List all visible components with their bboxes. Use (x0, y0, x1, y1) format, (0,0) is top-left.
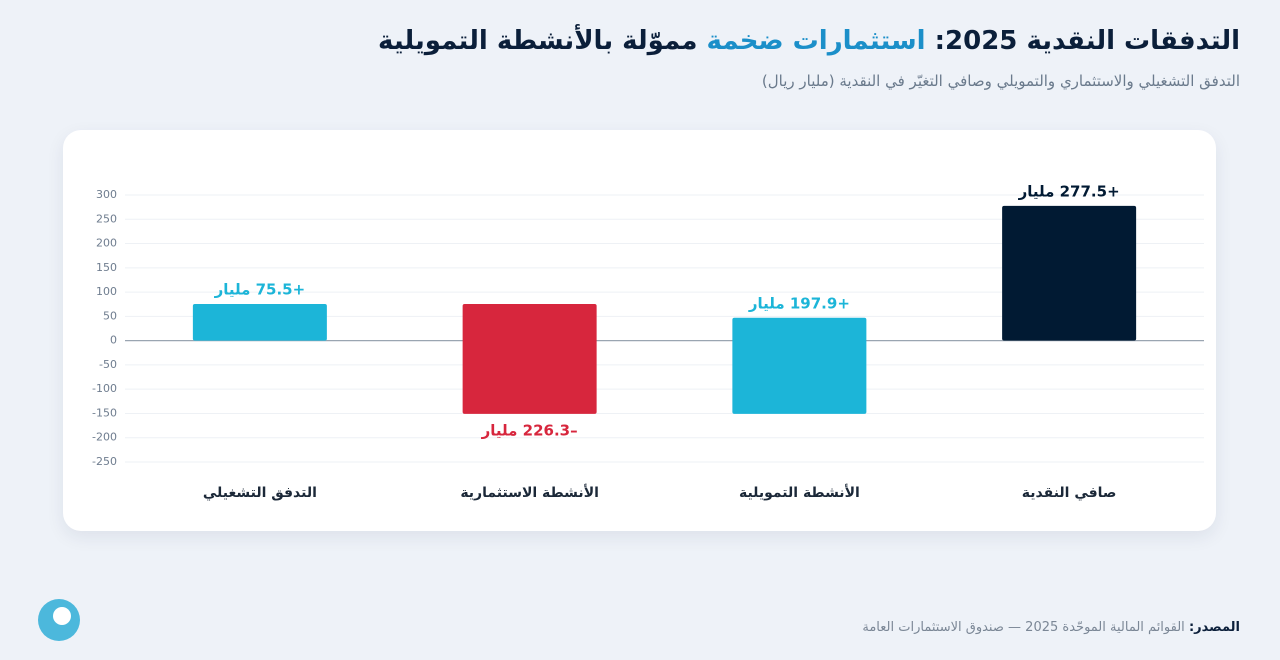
logo-mark (53, 607, 71, 625)
y-tick-label: -200 (92, 431, 117, 444)
x-tick-label: الأنشطة التمويلية (739, 484, 860, 501)
bar (192, 303, 327, 341)
y-tick-label: -50 (99, 358, 117, 371)
bar (732, 317, 867, 414)
source-label: المصدر: (1188, 620, 1240, 635)
source: المصدر: القوائم المالية الموحّدة 2025 — … (862, 620, 1240, 635)
y-tick-label: 200 (96, 237, 117, 250)
x-tick-label: الأنشطة الاستثمارية (460, 484, 599, 501)
y-tick-label: 50 (103, 309, 117, 322)
value-label: +75.5 مليار (214, 280, 306, 298)
y-tick-label: 300 (96, 188, 117, 201)
y-tick-label: -150 (92, 406, 117, 419)
source-text: القوائم المالية الموحّدة 2025 — صندوق ال… (862, 620, 1185, 635)
value-label: +277.5 مليار (1018, 182, 1120, 200)
x-tick-label: صافي النقدية (1022, 485, 1117, 501)
x-tick-label: التدفق التشغيلي (203, 485, 317, 501)
value-label: +197.9 مليار (748, 294, 850, 312)
bar (462, 303, 597, 414)
y-tick-label: -250 (92, 455, 117, 468)
chart-title: التدفقات النقدية 2025: استثمارات ضخمة مم… (378, 26, 1240, 56)
value-label: –226.3 مليار (481, 421, 578, 439)
bar (1002, 205, 1137, 341)
y-tick-label: 150 (96, 261, 117, 274)
y-tick-label: -100 (92, 382, 117, 395)
title-highlight: استثمارات ضخمة (706, 26, 926, 56)
title-part: التدفقات النقدية 2025: (925, 26, 1240, 56)
y-tick-label: 0 (110, 334, 117, 347)
chart-subtitle: التدفق التشغيلي والاستثماري والتمويلي وص… (761, 72, 1240, 90)
y-tick-label: 100 (96, 285, 117, 298)
title-part: مموّلة بالأنشطة التمويلية (378, 26, 707, 56)
y-tick-label: 250 (96, 212, 117, 225)
